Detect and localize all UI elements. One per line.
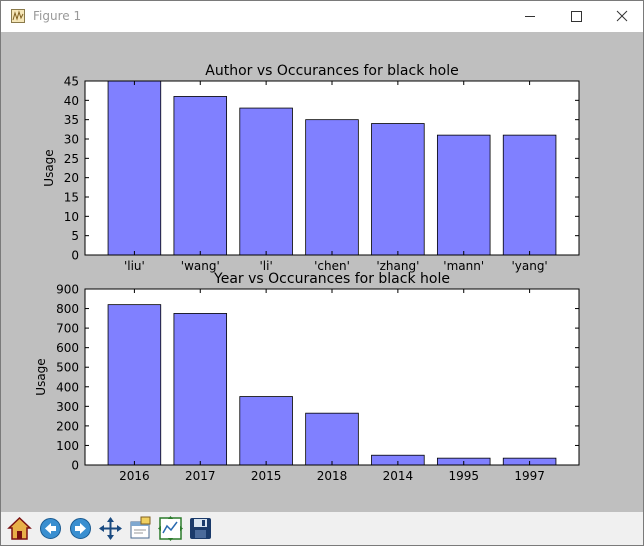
xtick-label-1-0: 2016 — [119, 469, 150, 483]
bar-0-3 — [305, 119, 359, 256]
title-bar[interactable]: Figure 1 — [1, 1, 643, 32]
zoom-button[interactable] — [127, 515, 154, 542]
zoom-rect-icon — [130, 516, 151, 539]
xtick-label-0-1: 'wang' — [181, 259, 220, 273]
maximize-icon — [571, 11, 582, 22]
ytick-label-1-4: 400 — [56, 380, 79, 394]
y-axis-label-1: Usage — [34, 358, 48, 395]
xtick-label-1-3: 2018 — [317, 469, 348, 483]
ytick-label-1-6: 600 — [56, 341, 79, 355]
pan-move-icon — [99, 517, 122, 540]
xtick-label-0-3: 'chen' — [314, 259, 350, 273]
figure-plot: 'liu' 'wang' 'li' 'chen' 'zhang' 'mann' 'yang'… — [34, 63, 580, 483]
close-button[interactable] — [599, 1, 644, 32]
ytick-label-0-9: 45 — [64, 75, 79, 89]
xtick-label-1-2: 2015 — [251, 469, 282, 483]
bar-1-3 — [305, 412, 359, 466]
bar-1-1 — [173, 313, 228, 466]
forward-arrow-icon — [70, 518, 91, 539]
ytick-label-1-7: 700 — [56, 322, 79, 336]
bar-1-2 — [239, 396, 293, 466]
bar-0-6 — [502, 134, 557, 256]
home-button[interactable] — [6, 515, 33, 542]
xtick-label-0-2: 'li' — [260, 259, 273, 273]
xtick-label-1-4: 2014 — [383, 469, 414, 483]
ytick-label-1-9: 900 — [56, 283, 79, 297]
ytick-label-1-3: 300 — [56, 400, 79, 414]
ytick-label-0-2: 10 — [64, 210, 79, 224]
bar-1-0 — [107, 304, 162, 466]
navigation-toolbar — [1, 512, 643, 545]
ytick-label-0-5: 25 — [64, 152, 79, 166]
back-button[interactable] — [37, 515, 64, 542]
chart-title-1: Year vs Occurances for black hole — [213, 271, 450, 287]
bar-0-2 — [239, 107, 293, 256]
back-arrow-icon — [40, 518, 61, 539]
axes-frame-1 — [84, 288, 580, 466]
xtick-label-0-4: 'zhang' — [376, 259, 419, 273]
bar-0-5 — [436, 134, 491, 256]
ytick-label-0-0: 0 — [71, 249, 79, 263]
bar-0-1 — [173, 96, 228, 256]
xtick-label-1-1: 2017 — [185, 469, 216, 483]
bar-0-4 — [371, 123, 425, 256]
ytick-label-0-7: 35 — [64, 113, 79, 127]
pan-button[interactable] — [97, 515, 124, 542]
ytick-label-1-0: 0 — [71, 459, 79, 473]
ytick-label-1-5: 500 — [56, 361, 79, 375]
xtick-label-1-6: 1997 — [514, 469, 545, 483]
close-icon — [616, 10, 628, 22]
ytick-label-1-8: 800 — [56, 302, 79, 316]
forward-button[interactable] — [67, 515, 94, 542]
xtick-label-0-5: 'mann' — [443, 259, 484, 273]
save-floppy-icon — [190, 518, 211, 539]
minimize-button[interactable] — [507, 1, 553, 32]
y-axis-label-0: Usage — [42, 149, 56, 186]
maximize-button[interactable] — [553, 1, 599, 32]
ytick-label-0-8: 40 — [64, 94, 79, 108]
figure-canvas[interactable]: 'liu' 'wang' 'li' 'chen' 'zhang' 'mann' 'yang'… — [1, 32, 643, 512]
chart-title-0: Author vs Occurances for black hole — [205, 63, 458, 79]
save-button[interactable] — [187, 515, 214, 542]
home-icon — [7, 516, 32, 540]
ytick-label-0-4: 20 — [64, 171, 79, 185]
axes-frame-0 — [84, 80, 580, 256]
xtick-label-0-0: 'liu' — [124, 259, 145, 273]
ytick-label-0-1: 5 — [71, 229, 79, 243]
xtick-label-1-5: 1995 — [448, 469, 479, 483]
xtick-label-0-6: 'yang' — [511, 259, 547, 273]
ytick-label-0-6: 30 — [64, 133, 79, 147]
window-title: Figure 1 — [33, 9, 82, 23]
ytick-label-1-1: 100 — [56, 439, 79, 453]
subplots-button[interactable] — [157, 515, 184, 542]
minimize-icon — [525, 16, 535, 17]
matplotlib-app-icon — [11, 9, 25, 23]
ytick-label-0-3: 15 — [64, 191, 79, 205]
ytick-label-1-2: 200 — [56, 419, 79, 433]
subplots-config-icon — [158, 516, 183, 541]
bar-0-0 — [107, 80, 162, 256]
